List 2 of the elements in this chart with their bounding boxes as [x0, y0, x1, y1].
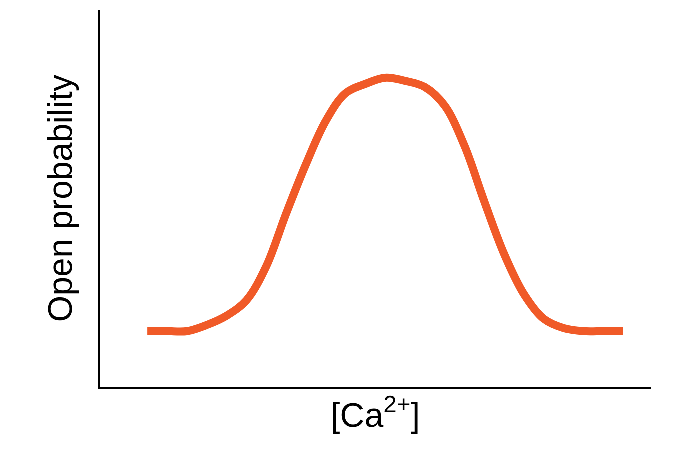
y-axis-title: Open probability — [42, 74, 80, 322]
x-axis-title: [Ca$^{2+}$] — [330, 392, 420, 435]
